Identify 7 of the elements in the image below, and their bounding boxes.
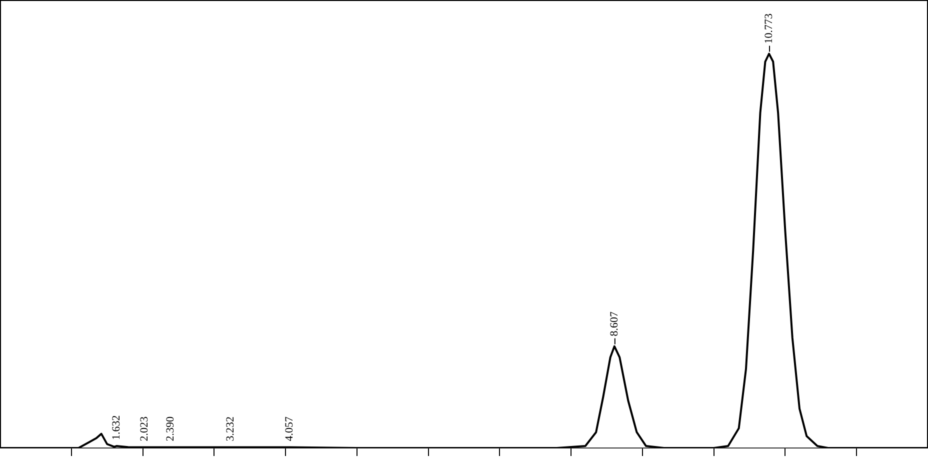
x-tick-label: 2.023 (138, 416, 150, 442)
annotation: 8.607 (608, 311, 620, 336)
x-tick-label: 2.390 (164, 416, 176, 442)
x-tick-label: 1.632 (110, 415, 122, 440)
x-tick-label: 3.232 (224, 416, 237, 442)
annotation: 10.773 (762, 13, 775, 44)
x-tick-label: 4.057 (284, 416, 296, 442)
